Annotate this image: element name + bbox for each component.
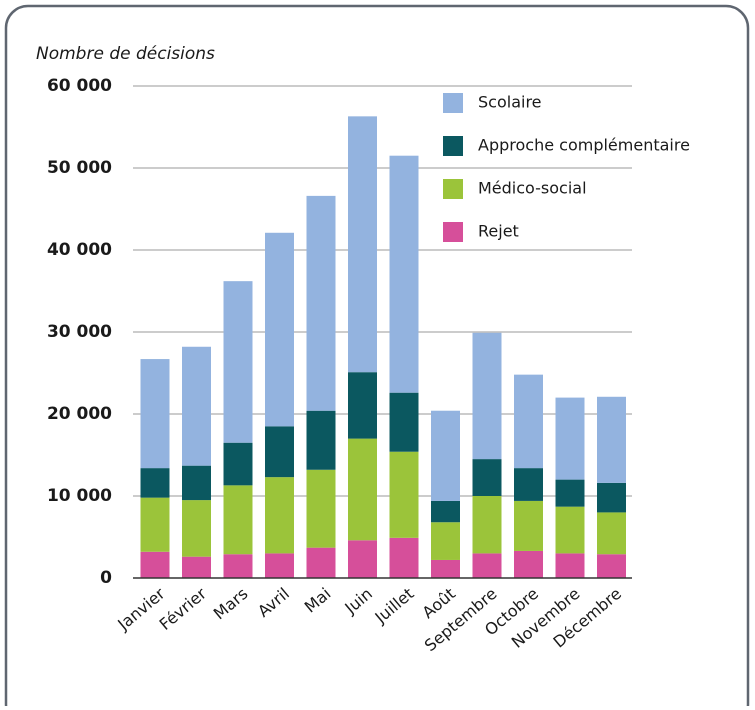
bar-segment bbox=[555, 397, 585, 480]
bar-segment bbox=[348, 116, 377, 373]
bar-segment bbox=[514, 500, 543, 551]
y-tick-label: 50 000 bbox=[47, 158, 112, 178]
bar-segment bbox=[597, 482, 626, 513]
y-tick-label: 60 000 bbox=[47, 76, 112, 96]
bar-segment bbox=[223, 281, 253, 443]
bar-segment bbox=[389, 537, 419, 578]
bar-segment bbox=[555, 479, 585, 507]
bar-segment bbox=[140, 497, 170, 552]
bar-segment bbox=[389, 451, 419, 538]
y-tick-label: 30 000 bbox=[47, 322, 112, 342]
bar-segment bbox=[597, 396, 626, 483]
bar-segment bbox=[265, 553, 294, 578]
bar-segment bbox=[348, 438, 377, 541]
bar-segment bbox=[431, 522, 460, 560]
bar-segment bbox=[265, 232, 294, 427]
bar-segment bbox=[306, 195, 336, 411]
bar-segment bbox=[514, 550, 543, 578]
y-tick-label: 20 000 bbox=[47, 404, 112, 424]
bar-segment bbox=[348, 540, 377, 578]
bar-segment bbox=[555, 506, 585, 554]
bar-segment bbox=[182, 346, 211, 466]
legend-swatch bbox=[443, 179, 463, 199]
bar-segment bbox=[514, 468, 543, 501]
bar-segment bbox=[472, 553, 502, 578]
bar-segment bbox=[306, 547, 336, 578]
legend-label: Scolaire bbox=[478, 93, 542, 112]
legend-label: Rejet bbox=[478, 222, 519, 241]
bar-segment bbox=[431, 559, 460, 578]
bar-segment bbox=[140, 359, 170, 469]
bar-segment bbox=[223, 442, 253, 486]
bar-segment bbox=[140, 468, 170, 498]
legend-label: Médico-social bbox=[478, 179, 587, 198]
bar-segment bbox=[472, 332, 502, 460]
legend-swatch bbox=[443, 93, 463, 113]
y-tick-label: 40 000 bbox=[47, 240, 112, 260]
bar-segment bbox=[348, 372, 377, 439]
bar-segment bbox=[223, 485, 253, 555]
bar-segment bbox=[514, 374, 543, 469]
bar-segment bbox=[431, 500, 460, 523]
bar-segment bbox=[306, 410, 336, 470]
bar-segment bbox=[182, 465, 211, 501]
bar-segment bbox=[389, 392, 419, 452]
legend-swatch bbox=[443, 136, 463, 156]
y-axis-label: Nombre de décisions bbox=[36, 44, 215, 64]
bar-segment bbox=[472, 459, 502, 496]
bar-segment bbox=[306, 469, 336, 548]
bar-segment bbox=[182, 556, 211, 578]
bar-segment bbox=[389, 155, 419, 393]
bar-segment bbox=[597, 554, 626, 578]
legend-swatch bbox=[443, 222, 463, 242]
bar-segment bbox=[431, 410, 460, 501]
y-tick-label: 10 000 bbox=[47, 486, 112, 506]
bar-segment bbox=[597, 512, 626, 555]
bar-segment bbox=[140, 551, 170, 578]
y-tick-label: 0 bbox=[100, 568, 112, 588]
bar-segment bbox=[223, 554, 253, 578]
bar-segment bbox=[472, 496, 502, 554]
bar-segment bbox=[182, 500, 211, 557]
legend-label: Approche complémentaire bbox=[478, 136, 690, 155]
bar-segment bbox=[265, 477, 294, 554]
bar-segment bbox=[265, 426, 294, 478]
bar-segment bbox=[555, 553, 585, 578]
